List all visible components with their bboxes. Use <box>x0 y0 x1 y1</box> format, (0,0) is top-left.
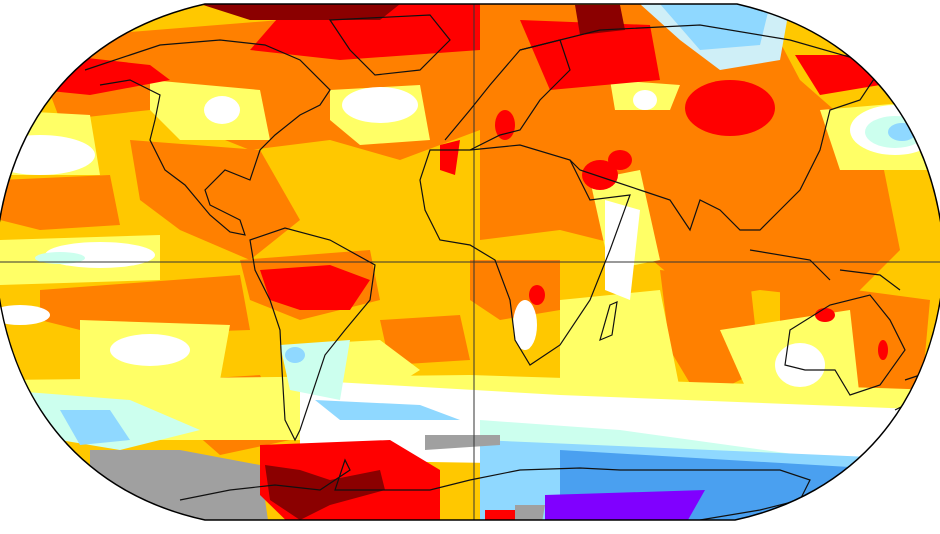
globe-outline <box>0 3 940 521</box>
coastline-layer <box>84 14 937 520</box>
